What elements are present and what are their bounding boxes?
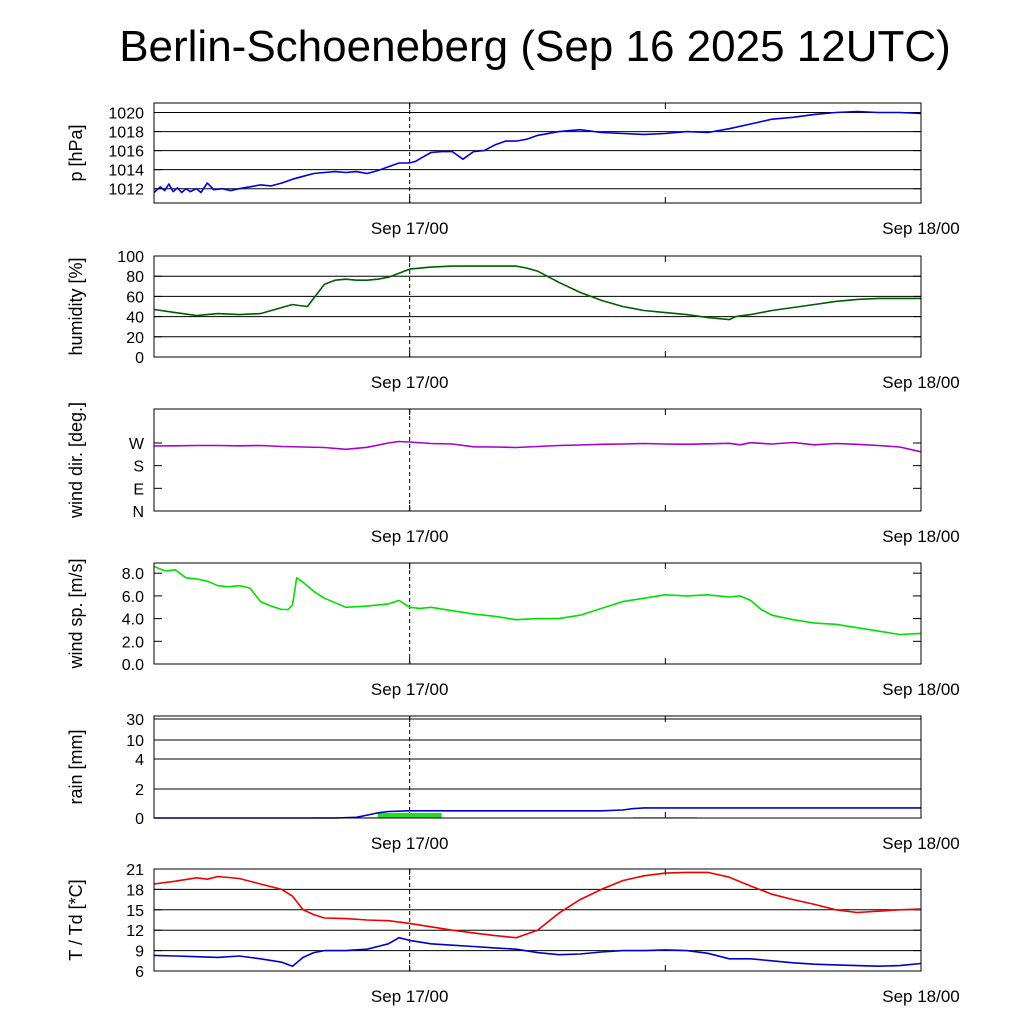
series-line xyxy=(153,871,922,939)
y-tick-label: 1016 xyxy=(108,144,144,161)
y-tick-label: 4.0 xyxy=(122,612,144,629)
y-tick-label: 6.0 xyxy=(122,589,144,606)
y-tick-label: 1020 xyxy=(108,106,144,123)
y-tick-label: 20 xyxy=(126,330,144,347)
y-tick-label: 0.0 xyxy=(122,657,144,674)
x-tick-label: Sep 17/00 xyxy=(371,527,449,546)
y-tick-label: 1018 xyxy=(108,125,144,142)
y-tick-label: N xyxy=(132,504,144,521)
plot-frame xyxy=(153,102,922,204)
series-line xyxy=(153,936,922,968)
y-tick-label: 10 xyxy=(126,733,144,750)
y-tick-label: 60 xyxy=(126,289,144,306)
series-line xyxy=(153,265,921,321)
x-tick-label: Sep 18/00 xyxy=(882,987,960,1006)
x-tick-label: Sep 18/00 xyxy=(882,834,960,853)
y-tick-label: 15 xyxy=(126,903,144,920)
y-axis-label: wind sp. [m/s] xyxy=(66,558,86,669)
x-tick-label: Sep 18/00 xyxy=(882,219,960,238)
plot-frame xyxy=(153,868,922,972)
y-tick-label: 30 xyxy=(126,712,144,729)
x-tick-label: Sep 18/00 xyxy=(882,527,960,546)
y-axis-label: T / Td [*C] xyxy=(66,879,86,960)
y-tick-label: S xyxy=(133,459,144,476)
y-tick-label: 18 xyxy=(126,882,144,899)
y-axis-label: humidity [%] xyxy=(66,257,86,355)
y-tick-label: 1014 xyxy=(108,163,144,180)
y-tick-label: 1012 xyxy=(108,182,144,199)
plot-frame xyxy=(153,562,922,665)
y-tick-label: 21 xyxy=(126,862,144,879)
y-tick-label: 40 xyxy=(126,310,144,327)
x-tick-label: Sep 18/00 xyxy=(882,680,960,699)
y-tick-label: 0 xyxy=(135,350,144,367)
y-tick-label: 100 xyxy=(117,249,144,266)
y-tick-label: 2 xyxy=(135,782,144,799)
y-tick-label: 0 xyxy=(135,811,144,828)
y-tick-label: 2.0 xyxy=(122,634,144,651)
series-line xyxy=(153,110,922,194)
series-line xyxy=(153,565,922,636)
y-tick-label: 9 xyxy=(135,944,144,961)
x-tick-label: Sep 18/00 xyxy=(882,373,960,392)
plot-frame xyxy=(153,715,922,819)
x-tick-label: Sep 17/00 xyxy=(371,680,449,699)
series-line xyxy=(154,807,921,819)
x-tick-label: Sep 17/00 xyxy=(371,834,449,853)
y-tick-label: 6 xyxy=(135,964,144,981)
y-tick-label: 8.0 xyxy=(122,566,144,583)
x-tick-label: Sep 17/00 xyxy=(371,373,449,392)
y-tick-label: 80 xyxy=(126,269,144,286)
chart-title: Berlin-Schoeneberg (Sep 16 2025 12UTC) xyxy=(119,22,951,71)
y-tick-label: 4 xyxy=(135,752,144,769)
y-tick-label: W xyxy=(129,436,145,453)
plot-frame xyxy=(153,255,922,358)
y-axis-label: wind dir. [deg.] xyxy=(66,402,86,519)
y-axis-label: rain [mm] xyxy=(66,729,86,804)
y-tick-label: 12 xyxy=(126,923,144,940)
plot-frame xyxy=(153,408,922,512)
x-tick-label: Sep 17/00 xyxy=(371,219,449,238)
y-axis-label: p [hPa] xyxy=(66,124,86,181)
rain-bar xyxy=(377,812,442,818)
x-tick-label: Sep 17/00 xyxy=(371,987,449,1006)
series-line xyxy=(153,440,922,453)
y-tick-label: E xyxy=(133,481,144,498)
